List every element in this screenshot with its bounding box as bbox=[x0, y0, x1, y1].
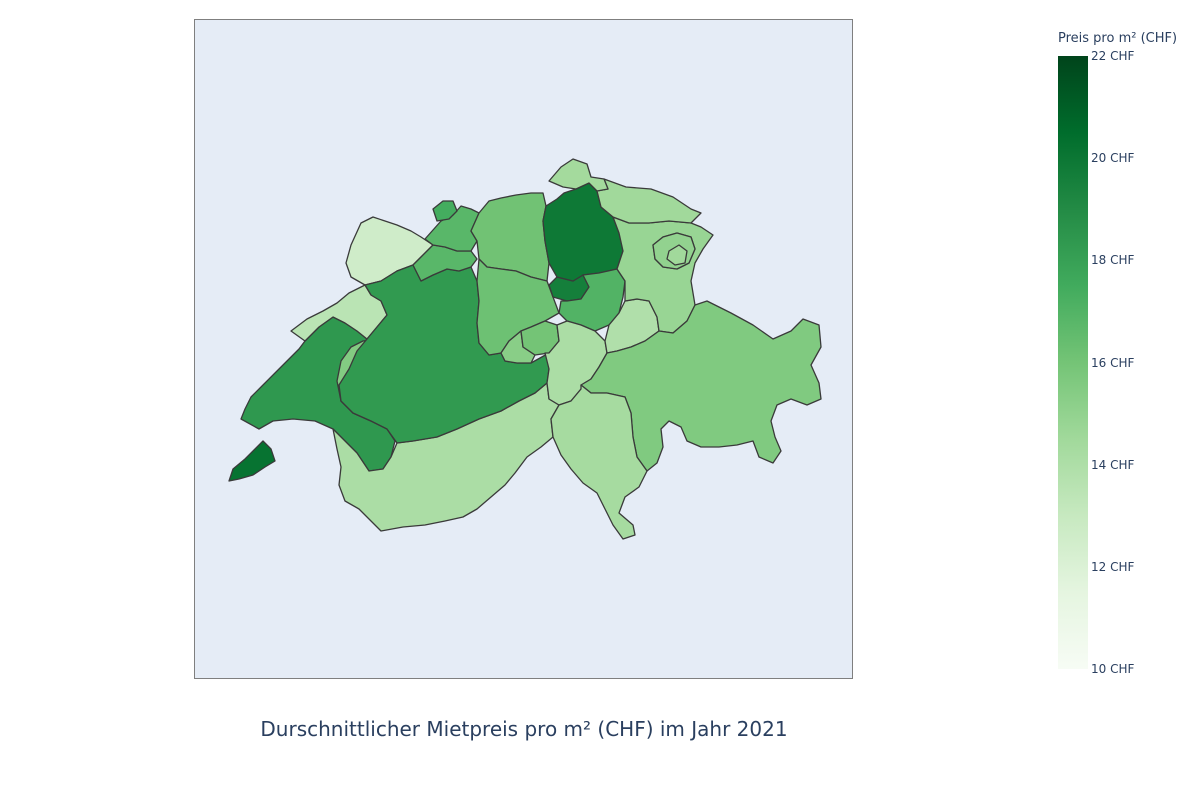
colorbar-tick-label: 16 CHF bbox=[1091, 355, 1135, 370]
colorbar-tick-label: 20 CHF bbox=[1091, 151, 1135, 166]
colorbar-gradient bbox=[1058, 56, 1088, 669]
canton-sh[interactable] bbox=[548, 158, 609, 192]
colorbar-tick-label: 12 CHF bbox=[1091, 559, 1135, 574]
colorbar-tick-label: 22 CHF bbox=[1091, 49, 1135, 63]
colorbar-tick-label: 14 CHF bbox=[1091, 457, 1135, 472]
canton-ge[interactable] bbox=[228, 440, 276, 482]
canton-bs[interactable] bbox=[432, 200, 458, 222]
canton-ai[interactable] bbox=[666, 244, 688, 266]
canton-tg[interactable] bbox=[596, 178, 702, 224]
map-plot-area[interactable] bbox=[194, 19, 853, 679]
colorbar-tick-label: 10 CHF bbox=[1091, 662, 1135, 676]
colorbar-title: Preis pro m² (CHF) bbox=[1058, 31, 1178, 46]
canton-ti[interactable] bbox=[550, 384, 648, 540]
colorbar-tick-label: 18 CHF bbox=[1091, 253, 1135, 268]
switzerland-map[interactable] bbox=[195, 20, 853, 679]
chart-title: Durschnittlicher Mietpreis pro m² (CHF) … bbox=[260, 717, 788, 741]
